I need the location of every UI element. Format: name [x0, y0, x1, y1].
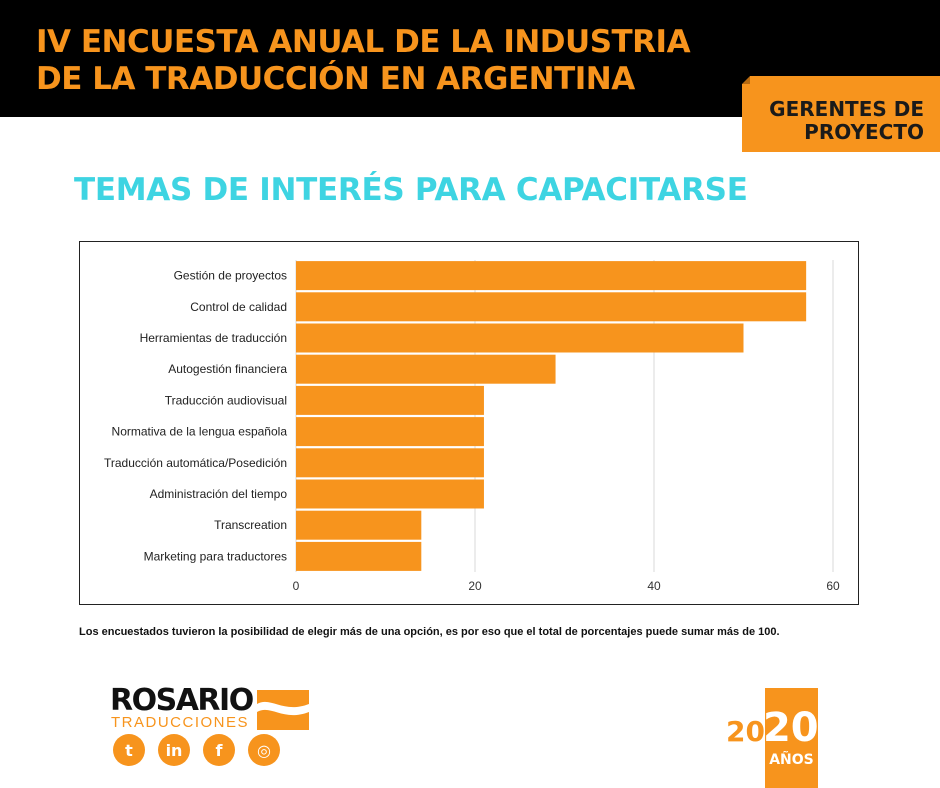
survey-title-line2: DE LA TRADUCCIÓN EN ARGENTINA — [36, 61, 635, 97]
category-label: Marketing para traductores — [144, 549, 287, 563]
anniversary-bar — [765, 688, 818, 788]
category-label: Normativa de la lengua española — [112, 425, 288, 439]
bar — [296, 479, 484, 509]
survey-title: IV ENCUESTA ANUAL DE LA INDUSTRIA DE LA … — [36, 24, 736, 98]
badge-line1: GERENTES DE — [769, 97, 924, 121]
bar-chart: 0 20 40 60 Gestión de proyectos Control de ca… — [104, 260, 840, 593]
logo-subtitle: TRADUCCIONES — [111, 714, 250, 731]
chart-heading: TEMAS DE INTERÉS PARA CAPACITARSE — [74, 172, 748, 208]
instagram-icon[interactable]: ◎ — [248, 734, 280, 766]
bar — [296, 323, 744, 353]
category-label: Transcreation — [214, 518, 287, 532]
category-label: Herramientas de traducción — [140, 331, 287, 345]
twitter-glyph: t — [125, 740, 133, 760]
company-logo: ROSARIO TRADUCCIONES — [110, 686, 310, 732]
bar — [296, 448, 484, 478]
badge-line2: PROYECTO — [804, 120, 924, 144]
category-label: Administración del tiempo — [150, 487, 288, 501]
anniversary-label: AÑOS — [769, 752, 814, 768]
category-label: Control de calidad — [190, 300, 287, 314]
bar — [296, 354, 556, 384]
facebook-glyph: f — [215, 740, 223, 760]
audience-badge-text: GERENTES DE PROYECTO — [769, 98, 924, 144]
bar — [296, 292, 807, 322]
anniversary-year-part2: 20 — [762, 705, 819, 751]
instagram-glyph: ◎ — [257, 740, 271, 760]
badge-fold — [742, 76, 750, 84]
linkedin-glyph: in — [165, 740, 183, 760]
audience-badge: GERENTES DE PROYECTO — [742, 84, 940, 152]
category-label: Traducción automática/Posedición — [104, 456, 287, 470]
bar — [296, 541, 422, 571]
social-links: t in f ◎ — [113, 734, 280, 766]
bar — [296, 261, 807, 291]
x-tick-label: 40 — [647, 579, 661, 593]
category-label: Traducción audiovisual — [165, 393, 287, 407]
footnote: Los encuestados tuvieron la posibilidad … — [79, 626, 780, 638]
chart-frame: 0 20 40 60 Gestión de proyectos Control de ca… — [79, 241, 859, 605]
logo-wordmark: ROSARIO — [110, 683, 254, 718]
linkedin-icon[interactable]: in — [158, 734, 190, 766]
category-label: Autogestión financiera — [168, 362, 287, 376]
header-banner: IV ENCUESTA ANUAL DE LA INDUSTRIA DE LA … — [0, 0, 940, 117]
x-tick-label: 0 — [293, 579, 300, 593]
anniversary-year-part1: 20 — [726, 715, 765, 748]
bar — [296, 417, 484, 447]
twitter-icon[interactable]: t — [113, 734, 145, 766]
bar — [296, 385, 484, 415]
logo-wave-icon — [257, 690, 309, 730]
x-tick-label: 20 — [468, 579, 482, 593]
facebook-icon[interactable]: f — [203, 734, 235, 766]
survey-title-line1: IV ENCUESTA ANUAL DE LA INDUSTRIA — [36, 24, 691, 60]
bar — [296, 510, 422, 540]
x-tick-label: 60 — [826, 579, 840, 593]
anniversary-badge: 2020 — [726, 708, 819, 756]
category-label: Gestión de proyectos — [174, 269, 287, 283]
